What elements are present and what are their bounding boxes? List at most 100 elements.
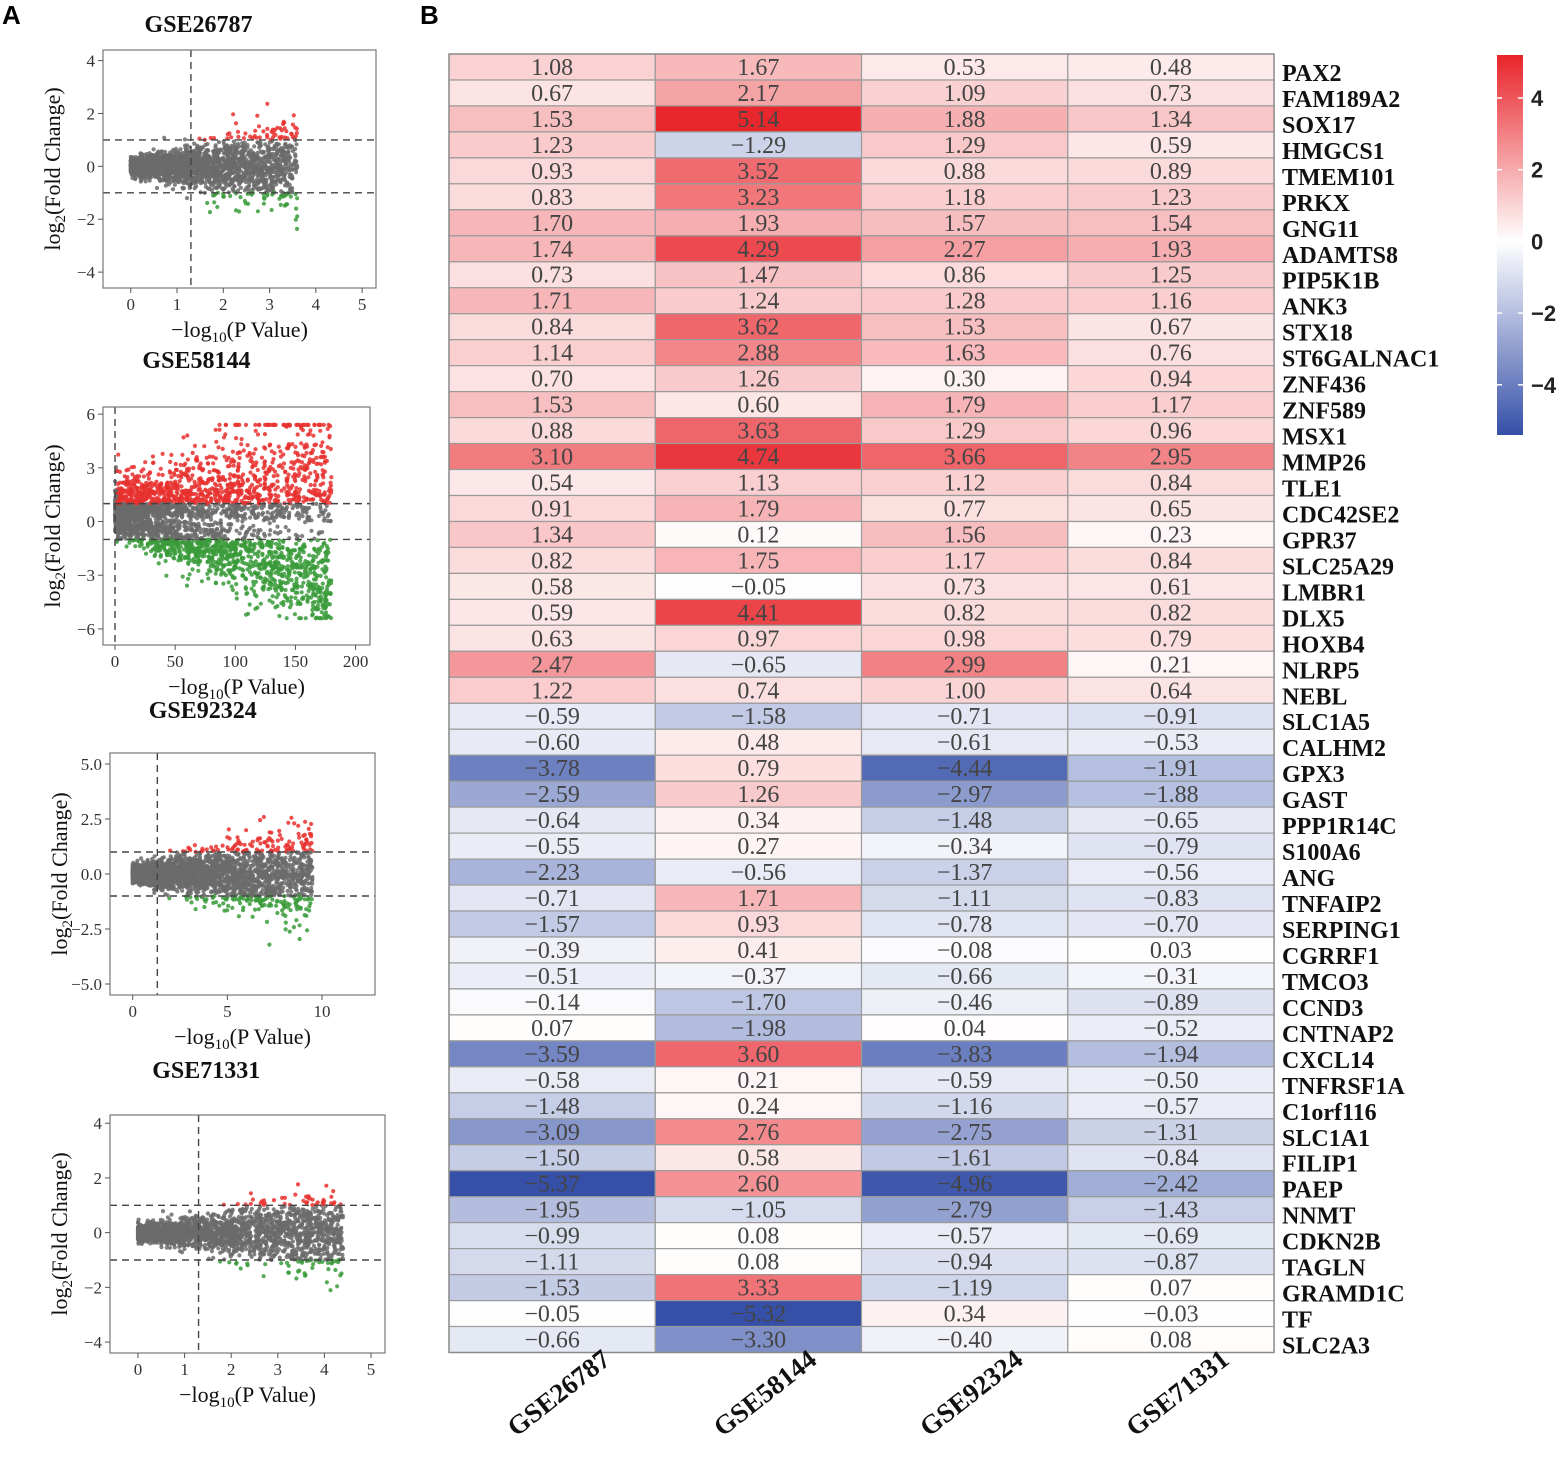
x-tick-label: 5 [367,1360,376,1379]
heatmap-cell-value: 1.25 [1150,263,1192,289]
heatmap-cell [654,884,863,912]
panel-a-label: A [2,0,21,30]
heatmap-cell-value: −0.34 [937,834,993,860]
heatmap-cell [860,884,1069,912]
heatmap-row-CDC42SE2: 0.91 1.79 0.77 0.65 CDC42SE2 [448,494,1399,529]
heatmap-cell-value: 2.60 [737,1172,779,1198]
heatmap-cell-value: 2.99 [944,652,986,678]
heatmap-cell-value: 0.84 [1150,548,1192,574]
heatmap-cell-value: 3.66 [944,445,986,471]
heatmap-cell-value: 0.21 [737,1068,779,1094]
gene-label: LMBR1 [1282,580,1366,606]
heatmap-cell-value: 1.29 [944,419,986,445]
heatmap-cell-value: −0.65 [731,652,787,678]
heatmap-cell-value: 0.70 [531,367,573,393]
heatmap-cell-value: 0.73 [944,574,986,600]
heatmap-cell [448,936,656,964]
heatmap-cell-value: 1.14 [531,341,573,367]
heatmap-cell [654,728,863,756]
heatmap-row-TMEM101: 0.93 3.52 0.88 0.89 TMEM101 [448,157,1395,191]
heatmap-cell [654,520,863,549]
heatmap-cell-value: 0.21 [1150,652,1192,678]
gene-label: CDKN2B [1282,1230,1381,1256]
heatmap-cell-value: −2.75 [937,1120,993,1146]
heatmap-cell-value: −0.87 [1143,1250,1199,1276]
gene-label: TNFAIP2 [1282,892,1382,918]
gene-label: SERPING1 [1282,918,1401,944]
heatmap-cell [860,1118,1069,1146]
heatmap-cell-value: −1.95 [524,1198,580,1224]
heatmap-cell [860,832,1069,860]
y-tick-label: 0.0 [81,865,102,884]
gene-label: HMGCS1 [1282,139,1385,165]
heatmap-cell-value: 0.27 [737,834,779,860]
heatmap-cell-value: 0.03 [1150,938,1192,964]
heatmap-cell-value: 0.23 [1150,522,1192,548]
heatmap-cell [448,832,656,860]
heatmap-cell-value: 0.67 [531,81,573,107]
heatmap-cell-value: 1.34 [1150,107,1192,133]
heatmap-cell-value: 0.93 [531,159,573,185]
gene-label: TF [1282,1308,1313,1334]
heatmap-cell-value: 0.83 [531,185,573,211]
heatmap-cell-value: 0.24 [737,1094,779,1120]
heatmap-cell-value: 0.12 [737,522,779,548]
gene-label: ST6GALNAC1 [1282,347,1439,373]
heatmap-cell-value: −0.05 [524,1302,580,1328]
heatmap-cell-value: −3.83 [937,1042,993,1068]
heatmap-cell-value: 1.93 [1150,237,1192,263]
heatmap-cell [448,806,656,834]
gene-label: GRAMD1C [1282,1282,1405,1308]
heatmap-cell [860,806,1069,834]
heatmap-cell [448,1221,656,1250]
x-tick-label: 100 [223,652,249,671]
heatmap-cell [1067,365,1275,393]
heatmap-row-SOX17: 1.53 5.14 1.88 1.34 SOX17 [448,105,1355,139]
heatmap-cell [448,754,656,782]
heatmap-cell [654,391,863,419]
heatmap-cell-value: −1.43 [1143,1198,1199,1224]
heatmap-cell-value: 1.79 [944,393,986,419]
y-tick-label: 0 [94,1224,103,1243]
heatmap-cell-value: −1.11 [525,1250,580,1276]
heatmap-row-FAM189A2: 0.67 2.17 1.09 0.73 FAM189A2 [448,79,1400,113]
heatmap-cell [654,1221,863,1250]
heatmap-cell-value: −0.83 [1143,886,1199,912]
heatmap-row-FILIP1: −1.50 0.58 −1.61 −0.84 FILIP1 [448,1144,1358,1178]
heatmap-cell-value: −1.58 [731,704,787,730]
x-tick-label: 10 [314,1002,331,1021]
heatmap-cell-value: 0.34 [944,1302,986,1328]
x-tick-label: 2 [219,295,228,314]
gene-label: SLC25A29 [1282,554,1394,580]
heatmap-cell-value: 0.88 [944,159,986,185]
gene-label: S100A6 [1282,840,1361,866]
heatmap-cell-value: −1.48 [524,1094,580,1120]
heatmap-cell [654,442,863,471]
heatmap-cell-value: 1.93 [737,211,779,237]
gene-label: TAGLN [1282,1256,1366,1282]
heatmap-row-TAGLN: −1.11 0.08 −0.94 −0.87 TAGLN [448,1247,1366,1282]
heatmap-cell-value: −0.71 [937,704,993,730]
y-tick-label: 3 [87,459,96,478]
heatmap-cell-value: 1.29 [944,133,986,159]
gene-label: TMEM101 [1282,165,1395,191]
x-tick-label: 5 [358,295,367,314]
heatmap-cell-value: 1.17 [1150,393,1192,419]
gene-label: SLC2A3 [1282,1334,1370,1360]
heatmap-cell [860,1066,1069,1094]
heatmap-cell-value: 0.76 [1150,341,1192,367]
heatmap-row-CGRRF1: −0.39 0.41 −0.08 0.03 CGRRF1 [448,936,1379,970]
heatmap-cell [1067,131,1275,159]
heatmap-cell-value: 3.23 [737,185,779,211]
gene-label: ZNF436 [1282,373,1366,399]
heatmap-cell-value: −0.14 [524,990,580,1016]
gene-label: NEBL [1282,684,1347,710]
heatmap-cell-value: −0.52 [1143,1016,1199,1042]
heatmap-cell [1067,313,1275,341]
colorbar-tick-label: 0 [1531,229,1543,254]
plot-frame [102,406,371,646]
heatmap-cell-value: 1.56 [944,522,986,548]
heatmap-cell-value: 0.89 [1150,159,1192,185]
heatmap-cell-value: −0.08 [937,938,993,964]
gene-label: MMP26 [1282,451,1366,477]
